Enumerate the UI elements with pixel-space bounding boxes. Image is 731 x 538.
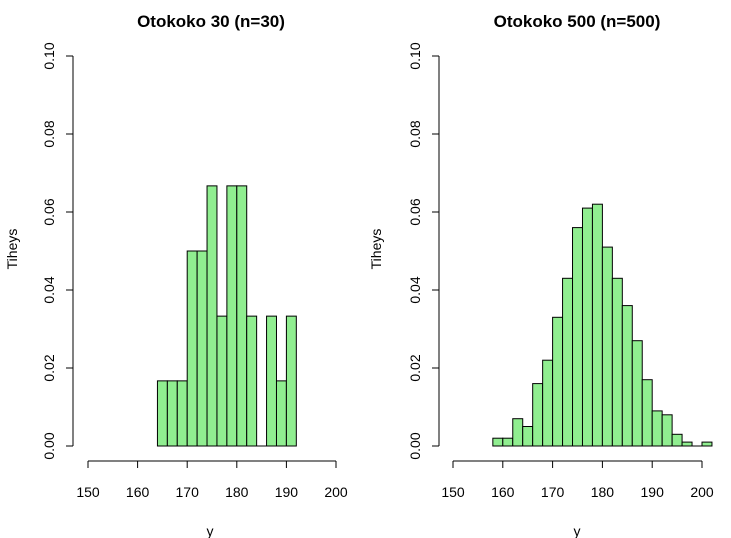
y-axis: 0.00 0.02 0.04 0.06 0.08 0.10 bbox=[407, 42, 440, 460]
y-tick-label: 0.02 bbox=[41, 354, 57, 381]
y-tick-label: 0.08 bbox=[41, 120, 57, 147]
histogram-bar bbox=[681, 441, 693, 447]
x-tick-label: 160 bbox=[126, 484, 150, 500]
y-tick-label: 0.10 bbox=[41, 42, 57, 69]
histogram-bar bbox=[216, 315, 228, 447]
histogram-bar bbox=[542, 359, 554, 447]
histogram-bar bbox=[522, 426, 534, 447]
histogram-bar bbox=[641, 379, 653, 447]
histogram-bar bbox=[512, 418, 524, 447]
histogram-bar bbox=[236, 185, 248, 447]
histogram-bar bbox=[176, 380, 188, 447]
histogram-bar bbox=[166, 380, 178, 447]
x-tick-label: 180 bbox=[225, 484, 249, 500]
x-tick-label: 200 bbox=[324, 484, 348, 500]
histogram-bar bbox=[651, 410, 663, 447]
histogram-bar bbox=[196, 250, 208, 447]
histogram-bar bbox=[186, 250, 198, 447]
x-tick-label: 150 bbox=[441, 484, 465, 500]
panel-title: Otokoko 30 (n=30) bbox=[137, 12, 285, 31]
y-axis-label: Tiheys bbox=[368, 229, 384, 270]
histogram-bar bbox=[285, 315, 297, 447]
panel-otokoko-500: Otokoko 500 (n=500) y Tiheys 150 160 170 18… bbox=[368, 12, 714, 538]
histogram-bar bbox=[156, 380, 168, 447]
histogram-bar bbox=[532, 383, 544, 447]
histogram-bar bbox=[581, 207, 593, 447]
y-tick-label: 0.10 bbox=[407, 42, 423, 69]
y-tick-label: 0.02 bbox=[407, 354, 423, 381]
histogram-bar bbox=[246, 315, 258, 447]
x-axis: 150 160 170 180 190 200 bbox=[76, 460, 348, 500]
histogram-bar bbox=[275, 380, 287, 447]
x-tick-label: 200 bbox=[690, 484, 714, 500]
histogram-bar bbox=[661, 414, 673, 447]
histogram-bar bbox=[701, 441, 713, 447]
y-tick-label: 0.04 bbox=[41, 276, 57, 303]
x-tick-label: 190 bbox=[275, 484, 299, 500]
y-tick-label: 0.04 bbox=[407, 276, 423, 303]
x-axis: 150 160 170 180 190 200 bbox=[441, 460, 714, 500]
x-tick-label: 190 bbox=[641, 484, 665, 500]
histogram-bar bbox=[206, 185, 218, 447]
y-axis: 0.00 0.02 0.04 0.06 0.08 0.10 bbox=[41, 42, 74, 460]
y-tick-label: 0.00 bbox=[41, 432, 57, 459]
y-tick-label: 0.00 bbox=[407, 432, 423, 459]
bars bbox=[156, 185, 297, 447]
y-tick-label: 0.06 bbox=[407, 198, 423, 225]
histogram-bar bbox=[552, 316, 564, 447]
x-axis-label: y bbox=[574, 523, 581, 538]
x-tick-label: 160 bbox=[491, 484, 515, 500]
histogram-bar bbox=[226, 185, 238, 447]
y-axis-label: Tiheys bbox=[4, 229, 20, 270]
histogram-bar bbox=[562, 277, 574, 447]
histogram-bar bbox=[591, 203, 603, 447]
histogram-bar bbox=[611, 277, 623, 447]
x-tick-label: 150 bbox=[76, 484, 100, 500]
histogram-bar bbox=[492, 437, 504, 447]
x-tick-label: 170 bbox=[541, 484, 565, 500]
histogram-bar bbox=[502, 437, 514, 447]
histogram-bar bbox=[631, 340, 643, 447]
histogram-bar bbox=[572, 227, 583, 447]
y-tick-label: 0.08 bbox=[407, 120, 423, 147]
x-tick-label: 180 bbox=[591, 484, 615, 500]
histogram-bar bbox=[601, 246, 613, 447]
bars bbox=[492, 203, 713, 447]
histogram-bar bbox=[621, 305, 633, 447]
panel-title: Otokoko 500 (n=500) bbox=[494, 12, 661, 31]
histogram-bar bbox=[671, 433, 683, 447]
y-tick-label: 0.06 bbox=[41, 198, 57, 225]
panel-otokoko-30: Otokoko 30 (n=30) y Tiheys 150 160 170 180 1… bbox=[4, 12, 348, 538]
histogram-bar bbox=[266, 315, 277, 447]
x-tick-label: 170 bbox=[176, 484, 200, 500]
x-axis-label: y bbox=[207, 523, 214, 538]
